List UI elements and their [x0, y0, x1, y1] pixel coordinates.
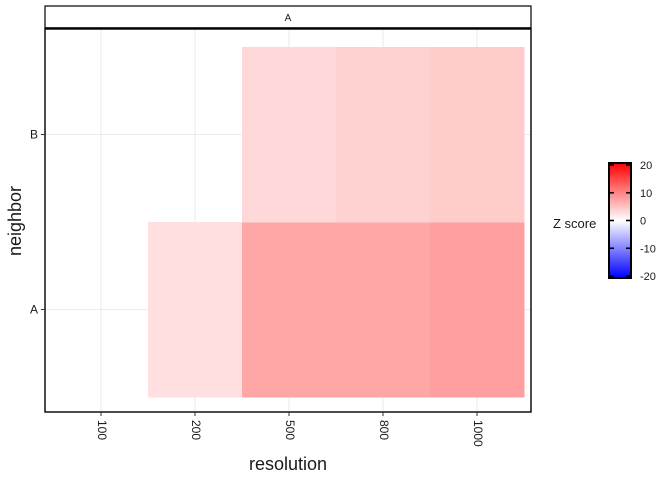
legend-tick-label: 20	[640, 160, 652, 172]
legend-ticks: 20 10 0 -10 -20	[610, 160, 656, 283]
heatmap-cell	[430, 47, 525, 223]
y-axis: AB	[30, 128, 45, 317]
y-axis-title: neighbor	[5, 186, 25, 256]
panel-border	[44, 28, 532, 413]
facet-label: A	[285, 13, 292, 24]
legend-title: Z score	[553, 216, 596, 231]
x-tick-label: 100	[95, 420, 109, 440]
y-tick-label: A	[30, 303, 38, 317]
x-tick-label: 800	[377, 420, 391, 440]
legend-tick-label: -20	[640, 271, 656, 283]
heatmap-cells	[148, 47, 525, 398]
heatmap-cell	[242, 222, 337, 398]
legend-tick-label: 10	[640, 188, 652, 200]
y-tick-label: B	[30, 128, 38, 142]
legend-colorbar	[608, 162, 632, 279]
heatmap-cell	[336, 47, 431, 223]
heatmap-cell	[336, 222, 431, 398]
heatmap-cell	[430, 222, 525, 398]
x-tick-label: 200	[189, 420, 203, 440]
x-tick-label: 500	[283, 420, 297, 440]
heatmap-cell	[242, 47, 337, 223]
x-axis: 100 200 500 800 1000	[95, 412, 485, 447]
legend-tick-label: 0	[640, 216, 646, 228]
x-tick-label: 1000	[471, 420, 485, 447]
heatmap-cell	[148, 222, 243, 398]
legend-tick-label: -10	[640, 243, 656, 255]
x-axis-title: resolution	[249, 454, 327, 474]
